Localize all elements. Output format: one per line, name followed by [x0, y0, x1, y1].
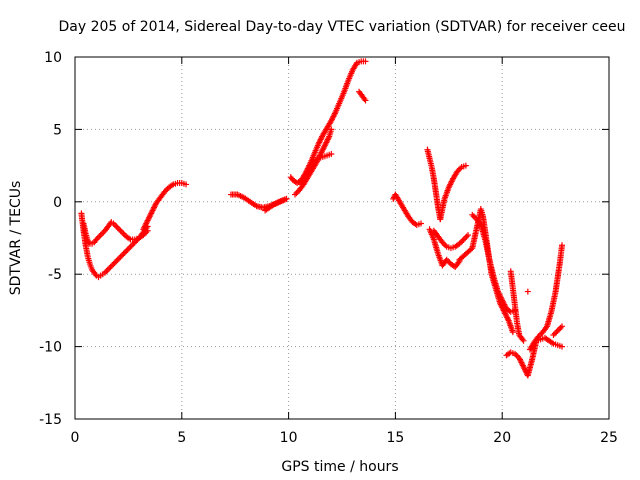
- y-axis-label: SDTVAR / TECUs: [8, 181, 24, 296]
- axis-ticks: 0 5 10 15 20 25 -15 -10 -5 0 5 10: [39, 50, 618, 446]
- data-point-marker: [462, 162, 469, 169]
- data-point-marker: [183, 181, 190, 188]
- data-points: [78, 58, 566, 379]
- data-point-marker: [362, 97, 369, 104]
- data-point-marker: [465, 232, 472, 239]
- grid-lines: [75, 57, 609, 419]
- data-point-marker: [362, 58, 369, 65]
- data-point-marker: [283, 195, 290, 202]
- y-tick-label: -5: [48, 267, 62, 283]
- data-track: [469, 211, 519, 315]
- data-point-marker: [524, 288, 531, 295]
- data-track: [526, 242, 566, 353]
- data-track: [140, 179, 190, 233]
- data-track: [524, 288, 531, 295]
- data-track: [262, 195, 290, 214]
- data-track: [80, 219, 151, 247]
- data-track: [426, 226, 463, 270]
- data-point-marker: [328, 151, 335, 158]
- data-point-marker: [520, 337, 527, 344]
- data-track: [507, 268, 527, 344]
- data-point-marker: [559, 343, 566, 350]
- x-tick-label: 25: [600, 430, 618, 446]
- chart-title: Day 205 of 2014, Sidereal Day-to-day VTE…: [58, 19, 625, 35]
- x-tick-label: 15: [386, 430, 404, 446]
- y-tick-label: -10: [39, 340, 62, 356]
- data-point-marker: [418, 220, 425, 227]
- y-tick-label: 5: [53, 122, 62, 138]
- data-track: [503, 334, 566, 379]
- data-track: [390, 191, 425, 228]
- data-track: [430, 227, 472, 252]
- x-tick-label: 5: [177, 430, 186, 446]
- data-point-marker: [559, 323, 566, 330]
- data-point-marker: [144, 227, 151, 234]
- data-point-marker: [509, 329, 516, 336]
- y-tick-label: -15: [39, 412, 62, 428]
- data-track: [356, 88, 369, 104]
- data-track: [437, 162, 469, 223]
- data-point-marker: [559, 242, 566, 249]
- x-tick-label: 0: [71, 430, 80, 446]
- x-tick-label: 10: [280, 430, 298, 446]
- data-point-marker: [328, 126, 335, 133]
- data-track: [550, 323, 566, 339]
- x-tick-label: 20: [493, 430, 511, 446]
- y-tick-label: 0: [53, 195, 62, 211]
- y-tick-label: 10: [44, 50, 62, 66]
- plot-frame: [74, 56, 610, 420]
- data-track: [298, 151, 335, 188]
- x-axis-label: GPS time / hours: [281, 459, 398, 475]
